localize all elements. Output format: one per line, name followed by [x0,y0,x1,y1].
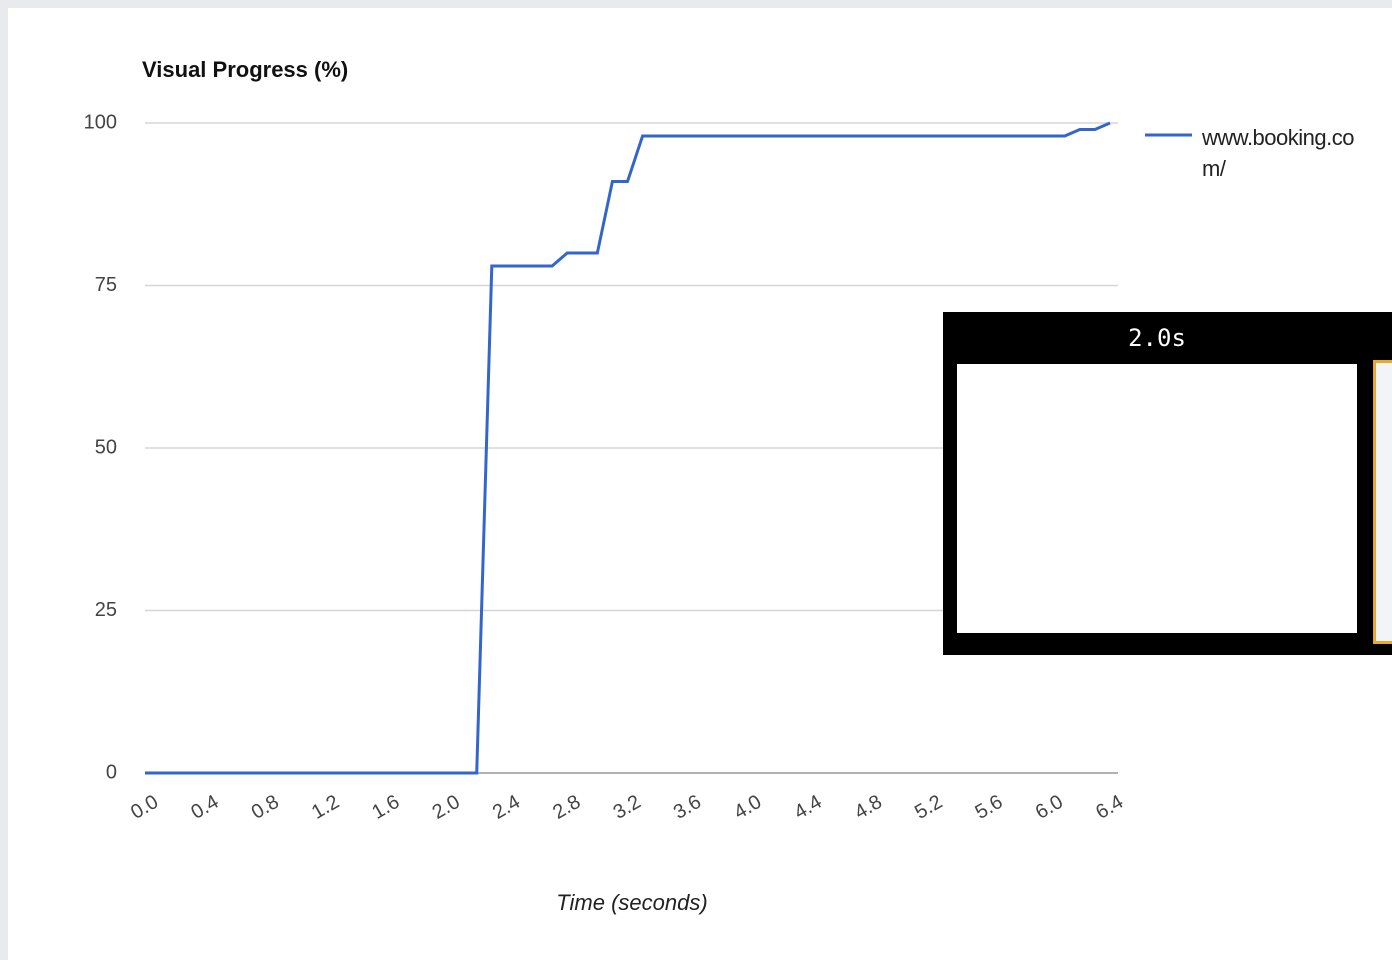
x-tick-label: 2.0 [429,791,464,824]
series-line [145,121,1111,775]
x-tick-label: 4.4 [791,791,826,824]
frame-image [957,364,1357,633]
x-axis-title: Time (seconds) [556,890,707,915]
x-tick-label: 4.0 [730,791,765,824]
x-tick-label: 0.4 [187,791,222,824]
x-tick-label: 0.8 [248,791,283,824]
x-tick-label: 2.4 [489,791,524,824]
x-tick-label: 1.6 [368,791,403,824]
y-tick-label: 50 [95,436,117,458]
x-tick-label: 5.2 [911,791,946,824]
x-tick-label: 3.2 [610,791,645,824]
x-tick-label: 2.8 [549,791,584,824]
y-tick-label: 75 [95,274,117,296]
next-frame [1373,360,1392,644]
x-tick-label: 3.6 [670,791,705,824]
legend-label: www.booking.com/ [1202,125,1354,181]
filmstrip-overlay: 2.0s [943,312,1392,655]
x-tick-label: 0.0 [127,791,162,824]
x-tick-label: 1.2 [308,791,343,824]
chart-title: Visual Progress (%) [142,57,348,82]
y-tick-label: 0 [106,761,117,783]
frame-time: 2.0s [1128,324,1186,352]
x-tick-label: 6.0 [1032,791,1067,824]
x-tick-label: 4.8 [851,791,886,824]
x-tick-label: 6.4 [1092,791,1127,824]
x-tick-label: 5.6 [971,791,1006,824]
y-tick-label: 100 [84,111,117,133]
y-tick-label: 25 [95,599,117,621]
